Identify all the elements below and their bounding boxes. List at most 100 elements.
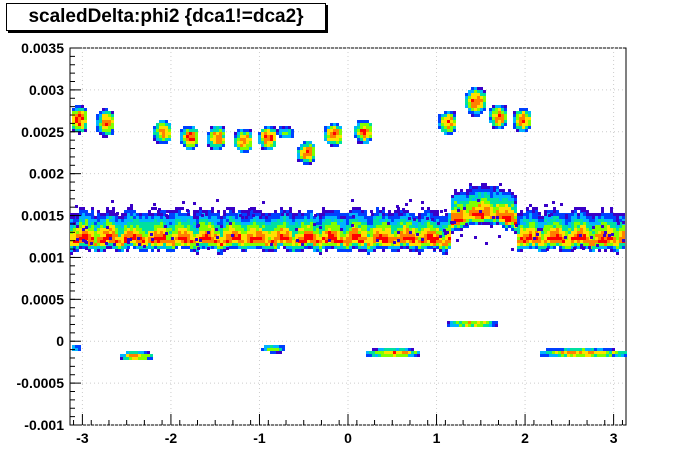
density-cell	[409, 249, 412, 252]
density-cell	[400, 228, 403, 231]
density-cell	[403, 246, 406, 249]
density-cell	[296, 239, 299, 242]
density-cell	[322, 213, 325, 216]
density-cell	[442, 240, 445, 243]
density-cell	[307, 231, 310, 234]
density-cell	[424, 234, 427, 237]
density-cell	[548, 214, 551, 217]
density-cell	[474, 102, 477, 105]
density-cell	[592, 219, 595, 222]
density-cell	[580, 246, 583, 249]
density-cell	[151, 246, 154, 249]
density-cell	[84, 129, 87, 132]
density-cell	[544, 210, 547, 213]
density-cell	[373, 219, 376, 222]
density-cell	[574, 213, 577, 216]
density-cell	[109, 216, 112, 219]
density-cell	[610, 249, 613, 252]
density-cell	[264, 144, 267, 147]
density-cell	[444, 126, 447, 129]
density-cell	[355, 237, 358, 240]
density-cell	[436, 228, 439, 231]
density-cell	[148, 231, 151, 234]
density-cell	[169, 246, 172, 249]
density-cell	[189, 135, 192, 138]
density-cell	[340, 225, 343, 228]
density-cell	[360, 129, 363, 132]
density-cell	[382, 216, 385, 219]
density-cell	[475, 189, 478, 192]
density-cell	[298, 216, 301, 219]
density-cell	[541, 219, 544, 222]
density-cell	[76, 246, 79, 249]
density-cell	[526, 213, 529, 216]
density-cell	[186, 144, 189, 147]
density-cell	[552, 354, 555, 357]
density-cell	[457, 219, 460, 222]
density-cell	[412, 243, 415, 246]
density-cell	[277, 243, 280, 246]
density-cell	[118, 222, 121, 225]
density-cell	[124, 210, 127, 213]
density-cell	[340, 237, 343, 240]
density-cell	[211, 234, 214, 237]
density-cell	[241, 234, 244, 237]
density-cell	[72, 120, 75, 123]
density-cell	[265, 216, 268, 219]
density-cell	[451, 219, 454, 222]
density-cell	[586, 210, 589, 213]
density-cell	[442, 237, 445, 240]
density-cell	[526, 237, 529, 240]
density-cell	[85, 213, 88, 216]
density-cell	[261, 348, 264, 351]
density-cell	[130, 219, 133, 222]
density-cell	[319, 222, 322, 225]
density-cell	[307, 210, 310, 213]
density-cell	[484, 201, 487, 204]
density-cell	[187, 237, 190, 240]
density-cell	[118, 249, 121, 252]
density-cell	[451, 201, 454, 204]
density-cell	[466, 216, 469, 219]
density-cell	[382, 213, 385, 216]
density-cell	[217, 246, 220, 249]
density-cell	[454, 207, 457, 210]
density-cell	[205, 219, 208, 222]
density-cell	[427, 243, 430, 246]
density-cell	[297, 147, 300, 150]
density-cell	[427, 210, 430, 213]
density-cell	[487, 207, 490, 210]
density-cell	[211, 228, 214, 231]
density-cell	[450, 120, 453, 123]
density-cell	[295, 231, 298, 234]
density-cell	[210, 135, 213, 138]
density-cell	[316, 219, 319, 222]
density-cell	[158, 208, 161, 211]
density-cell	[474, 324, 477, 327]
density-cell	[589, 228, 592, 231]
density-cell	[226, 213, 229, 216]
density-cell	[412, 237, 415, 240]
density-cell	[403, 225, 406, 228]
density-cell	[568, 231, 571, 234]
density-cell	[148, 216, 151, 219]
density-cell	[78, 132, 81, 135]
density-cell	[274, 246, 277, 249]
density-cell	[393, 354, 396, 357]
density-cell	[234, 141, 237, 144]
y-tick-label: 0.0035	[21, 40, 64, 56]
density-cell	[586, 240, 589, 243]
density-cell	[319, 246, 322, 249]
density-cell	[394, 219, 397, 222]
density-cell	[499, 183, 502, 186]
density-cell	[465, 223, 468, 226]
density-cell	[592, 246, 595, 249]
density-cell	[382, 228, 385, 231]
density-cell	[129, 357, 132, 360]
density-cell	[163, 240, 166, 243]
density-cell	[490, 195, 493, 198]
density-cell	[352, 234, 355, 237]
density-cell	[136, 225, 139, 228]
density-cell	[451, 228, 454, 231]
density-cell	[565, 222, 568, 225]
